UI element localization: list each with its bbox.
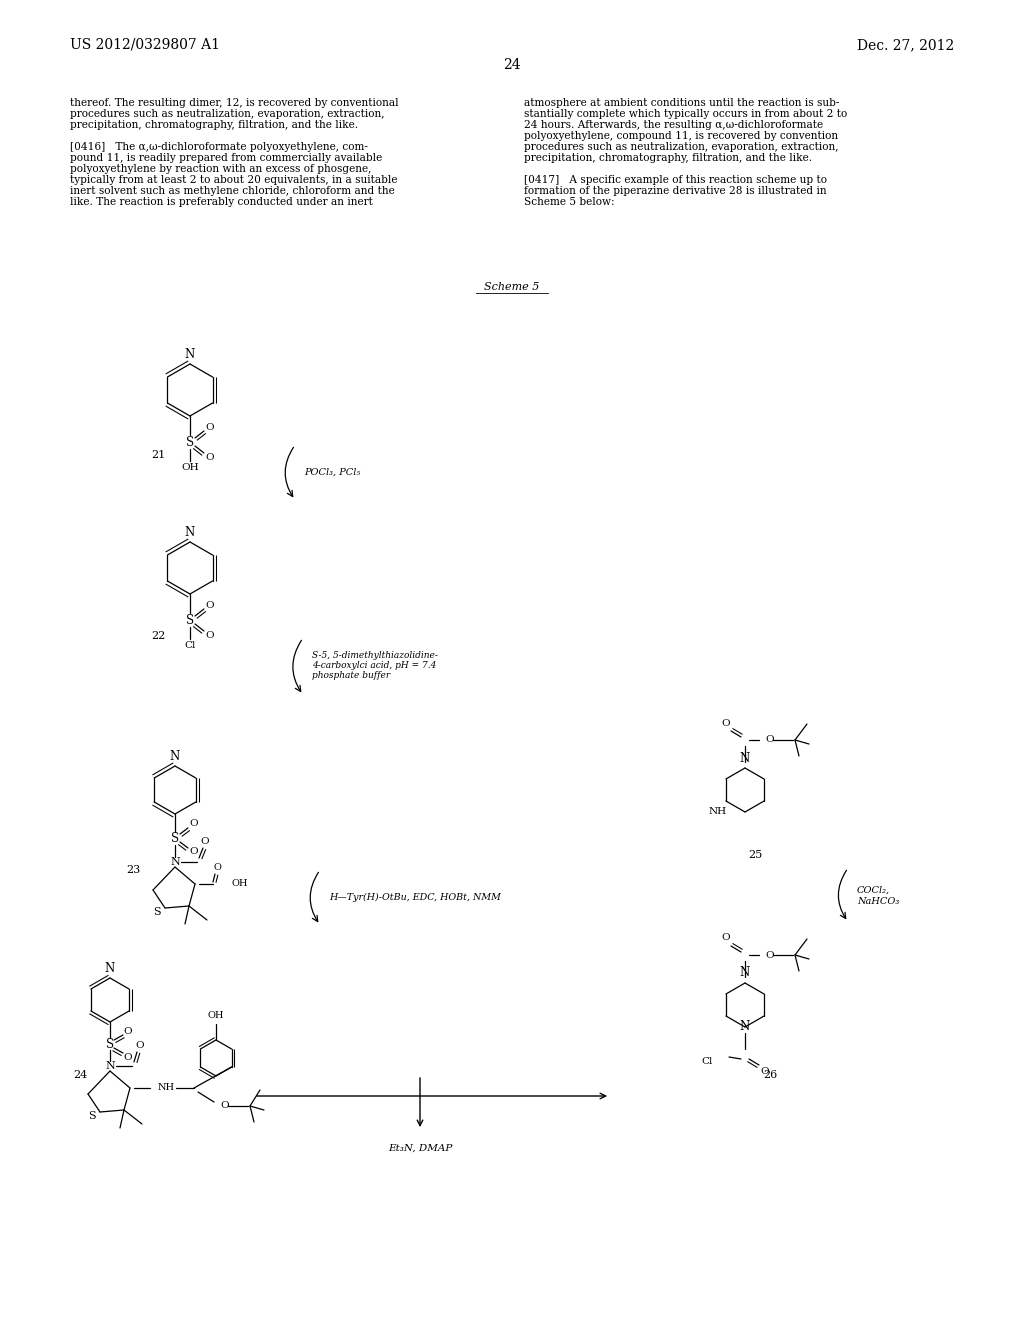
Text: S: S	[105, 1038, 114, 1051]
Text: N: N	[185, 525, 196, 539]
Text: POCl₃, PCl₅: POCl₃, PCl₅	[304, 467, 360, 477]
Text: Dec. 27, 2012: Dec. 27, 2012	[857, 38, 954, 51]
Text: N: N	[185, 347, 196, 360]
Text: NaHCO₃: NaHCO₃	[857, 896, 899, 906]
Text: NH: NH	[709, 808, 727, 817]
Text: formation of the piperazine derivative 28 is illustrated in: formation of the piperazine derivative 2…	[524, 186, 826, 195]
Text: N: N	[105, 1061, 115, 1071]
Text: 24: 24	[503, 58, 521, 73]
Text: O: O	[761, 1067, 769, 1076]
Text: COCl₂,: COCl₂,	[857, 886, 890, 895]
Text: O: O	[765, 735, 773, 744]
Text: polyoxyethylene by reaction with an excess of phosgene,: polyoxyethylene by reaction with an exce…	[70, 164, 372, 174]
Text: O: O	[124, 1027, 132, 1035]
Text: 21: 21	[151, 450, 165, 459]
Text: polyoxyethylene, compound 11, is recovered by convention: polyoxyethylene, compound 11, is recover…	[524, 131, 838, 141]
Text: 24: 24	[73, 1071, 87, 1080]
Text: Cl: Cl	[701, 1056, 713, 1065]
Text: N: N	[740, 1020, 751, 1034]
Text: O: O	[220, 1101, 228, 1110]
Text: N: N	[104, 961, 115, 974]
Text: O: O	[206, 422, 214, 432]
Text: precipitation, chromatography, filtration, and the like.: precipitation, chromatography, filtratio…	[70, 120, 358, 129]
Text: OH: OH	[181, 463, 199, 473]
Text: O: O	[136, 1041, 144, 1051]
Text: Scheme 5: Scheme 5	[484, 282, 540, 292]
Text: OH: OH	[231, 879, 248, 888]
Text: US 2012/0329807 A1: US 2012/0329807 A1	[70, 38, 220, 51]
Text: S-5, 5-dimethylthiazolidine-: S-5, 5-dimethylthiazolidine-	[312, 652, 438, 660]
Text: procedures such as neutralization, evaporation, extraction,: procedures such as neutralization, evapo…	[524, 143, 839, 152]
Text: NH: NH	[158, 1084, 175, 1093]
Text: H—Tyr(H)-OtBu, EDC, HOBt, NMM: H—Tyr(H)-OtBu, EDC, HOBt, NMM	[329, 892, 501, 902]
Text: typically from at least 2 to about 20 equivalents, in a suitable: typically from at least 2 to about 20 eq…	[70, 176, 397, 185]
Text: like. The reaction is preferably conducted under an inert: like. The reaction is preferably conduct…	[70, 197, 373, 207]
Text: O: O	[206, 631, 214, 639]
Text: O: O	[765, 950, 773, 960]
Text: stantially complete which typically occurs in from about 2 to: stantially complete which typically occu…	[524, 110, 847, 119]
Text: O: O	[722, 718, 730, 727]
Text: [0417]   A specific example of this reaction scheme up to: [0417] A specific example of this reacti…	[524, 176, 827, 185]
Text: O: O	[201, 837, 209, 846]
Text: 23: 23	[126, 865, 140, 875]
Text: 25: 25	[748, 850, 762, 861]
Text: N: N	[740, 966, 751, 979]
Text: N: N	[170, 857, 180, 867]
Text: S: S	[171, 832, 179, 845]
Text: pound 11, is readily prepared from commercially available: pound 11, is readily prepared from comme…	[70, 153, 382, 162]
Text: 4-carboxylci acid, pH = 7.4: 4-carboxylci acid, pH = 7.4	[312, 661, 436, 671]
Text: O: O	[206, 453, 214, 462]
Text: inert solvent such as methylene chloride, chloroform and the: inert solvent such as methylene chloride…	[70, 186, 394, 195]
Text: O: O	[189, 847, 199, 857]
Text: Et₃N, DMAP: Et₃N, DMAP	[388, 1143, 453, 1152]
Text: 26: 26	[763, 1071, 777, 1080]
Text: Scheme 5 below:: Scheme 5 below:	[524, 197, 614, 207]
Text: phosphate buffer: phosphate buffer	[312, 672, 390, 681]
Text: N: N	[740, 751, 751, 764]
Text: precipitation, chromatography, filtration, and the like.: precipitation, chromatography, filtratio…	[524, 153, 812, 162]
Text: O: O	[124, 1052, 132, 1061]
Text: 22: 22	[151, 631, 165, 642]
Text: S: S	[154, 907, 161, 917]
Text: O: O	[722, 933, 730, 942]
Text: [0416]   The α,ω-dichloroformate polyoxyethylene, com-: [0416] The α,ω-dichloroformate polyoxyet…	[70, 143, 368, 152]
Text: N: N	[170, 750, 180, 763]
Text: O: O	[189, 820, 199, 829]
Text: thereof. The resulting dimer, 12, is recovered by conventional: thereof. The resulting dimer, 12, is rec…	[70, 98, 398, 108]
Text: atmosphere at ambient conditions until the reaction is sub-: atmosphere at ambient conditions until t…	[524, 98, 840, 108]
Text: O: O	[206, 601, 214, 610]
Text: S: S	[186, 436, 195, 449]
Text: S: S	[186, 614, 195, 627]
Text: OH: OH	[208, 1011, 224, 1020]
Text: 24 hours. Afterwards, the resulting α,ω-dichloroformate: 24 hours. Afterwards, the resulting α,ω-…	[524, 120, 823, 129]
Text: S: S	[88, 1111, 96, 1121]
Text: procedures such as neutralization, evaporation, extraction,: procedures such as neutralization, evapo…	[70, 110, 384, 119]
Text: Cl: Cl	[184, 642, 196, 651]
Text: O: O	[213, 862, 221, 871]
